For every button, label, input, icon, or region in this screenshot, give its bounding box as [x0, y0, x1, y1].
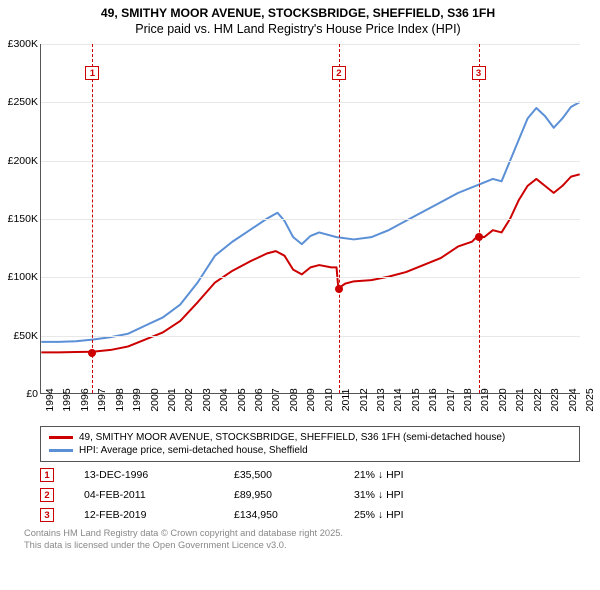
y-axis-label: £150K	[0, 213, 38, 225]
gridline	[41, 219, 580, 220]
sale-price: £134,950	[234, 509, 354, 521]
y-axis-label: £200K	[0, 155, 38, 167]
x-axis-label: 2021	[514, 388, 526, 411]
sale-marker-line	[339, 44, 340, 393]
sale-marker-line	[92, 44, 93, 393]
sales-table: 1 13-DEC-1996£35,50021% ↓ HPI 2 04-FEB-2011…	[40, 468, 590, 522]
x-axis-label: 2024	[567, 388, 579, 411]
sale-number-box: 2	[40, 488, 54, 502]
y-axis-label: £50K	[0, 330, 38, 342]
sale-pct: 25% ↓ HPI	[354, 509, 474, 521]
gridline	[41, 102, 580, 103]
series-property	[41, 174, 579, 352]
legend-swatch	[49, 436, 73, 439]
x-axis-label: 2015	[410, 388, 422, 411]
sale-pct: 21% ↓ HPI	[354, 469, 474, 481]
sale-number-box: 1	[40, 468, 54, 482]
sale-price: £89,950	[234, 489, 354, 501]
y-axis-label: £300K	[0, 38, 38, 50]
x-axis-label: 2017	[445, 388, 457, 411]
x-axis-label: 2011	[340, 389, 352, 412]
x-axis-label: 2002	[183, 388, 195, 411]
x-axis-label: 1996	[79, 388, 91, 411]
x-axis-label: 2019	[479, 388, 491, 411]
x-axis-label: 2006	[253, 388, 265, 411]
x-axis-label: 2012	[358, 388, 370, 411]
x-axis-label: 2004	[218, 388, 230, 411]
sale-marker-line	[479, 44, 480, 393]
footnote-line2: This data is licensed under the Open Gov…	[24, 540, 590, 552]
x-axis-label: 2016	[427, 388, 439, 411]
x-axis-label: 2009	[305, 388, 317, 411]
x-axis-label: 2005	[236, 388, 248, 411]
chart-legend: 49, SMITHY MOOR AVENUE, STOCKSBRIDGE, SH…	[40, 426, 580, 462]
legend-swatch	[49, 449, 73, 452]
x-axis-label: 1997	[96, 388, 108, 411]
sale-marker-number: 1	[85, 66, 99, 80]
x-axis-label: 2013	[375, 388, 387, 411]
plot-area: 1 2 3	[40, 44, 580, 394]
footnote: Contains HM Land Registry data © Crown c…	[24, 528, 590, 551]
x-axis-label: 2014	[392, 388, 404, 411]
table-row: 1 13-DEC-1996£35,50021% ↓ HPI	[40, 468, 590, 482]
x-axis-label: 2025	[584, 388, 596, 411]
x-axis-label: 2001	[166, 388, 178, 411]
sale-number-box: 3	[40, 508, 54, 522]
title-address: 49, SMITHY MOOR AVENUE, STOCKSBRIDGE, SH…	[6, 6, 590, 20]
x-axis-label: 2008	[288, 388, 300, 411]
x-axis-label: 2020	[497, 388, 509, 411]
legend-label: 49, SMITHY MOOR AVENUE, STOCKSBRIDGE, SH…	[79, 432, 505, 443]
x-axis-label: 2023	[549, 388, 561, 411]
y-axis-label: £100K	[0, 271, 38, 283]
x-axis-label: 2022	[532, 388, 544, 411]
table-row: 3 12-FEB-2019£134,95025% ↓ HPI	[40, 508, 590, 522]
x-axis-label: 2018	[462, 388, 474, 411]
series-hpi	[41, 102, 579, 342]
x-axis-label: 2000	[149, 388, 161, 411]
footnote-line1: Contains HM Land Registry data © Crown c…	[24, 528, 590, 540]
price-chart: 123 £0£50K£100K£150K£200K£250K£300K19941…	[6, 40, 590, 420]
x-axis-label: 1995	[61, 388, 73, 411]
table-row: 2 04-FEB-2011£89,95031% ↓ HPI	[40, 488, 590, 502]
sale-dot	[88, 349, 96, 357]
gridline	[41, 44, 580, 45]
chart-title: 49, SMITHY MOOR AVENUE, STOCKSBRIDGE, SH…	[6, 6, 590, 36]
y-axis-label: £0	[0, 388, 38, 400]
sale-dot	[335, 285, 343, 293]
sale-marker-number: 2	[332, 66, 346, 80]
y-axis-label: £250K	[0, 96, 38, 108]
legend-label: HPI: Average price, semi-detached house,…	[79, 445, 308, 456]
gridline	[41, 277, 580, 278]
title-subtitle: Price paid vs. HM Land Registry's House …	[6, 22, 590, 36]
sale-date: 13-DEC-1996	[84, 469, 234, 481]
x-axis-label: 1999	[131, 388, 143, 411]
x-axis-label: 2007	[270, 388, 282, 411]
legend-item: HPI: Average price, semi-detached house,…	[49, 444, 571, 457]
sale-pct: 31% ↓ HPI	[354, 489, 474, 501]
x-axis-label: 2003	[201, 388, 213, 411]
sale-marker-number: 3	[472, 66, 486, 80]
gridline	[41, 336, 580, 337]
x-axis-label: 1998	[114, 388, 126, 411]
x-axis-label: 2010	[323, 388, 335, 411]
x-axis-label: 1994	[44, 388, 56, 411]
legend-item: 49, SMITHY MOOR AVENUE, STOCKSBRIDGE, SH…	[49, 431, 571, 444]
sale-dot	[475, 233, 483, 241]
sale-date: 12-FEB-2019	[84, 509, 234, 521]
sale-price: £35,500	[234, 469, 354, 481]
gridline	[41, 161, 580, 162]
sale-date: 04-FEB-2011	[84, 489, 234, 501]
